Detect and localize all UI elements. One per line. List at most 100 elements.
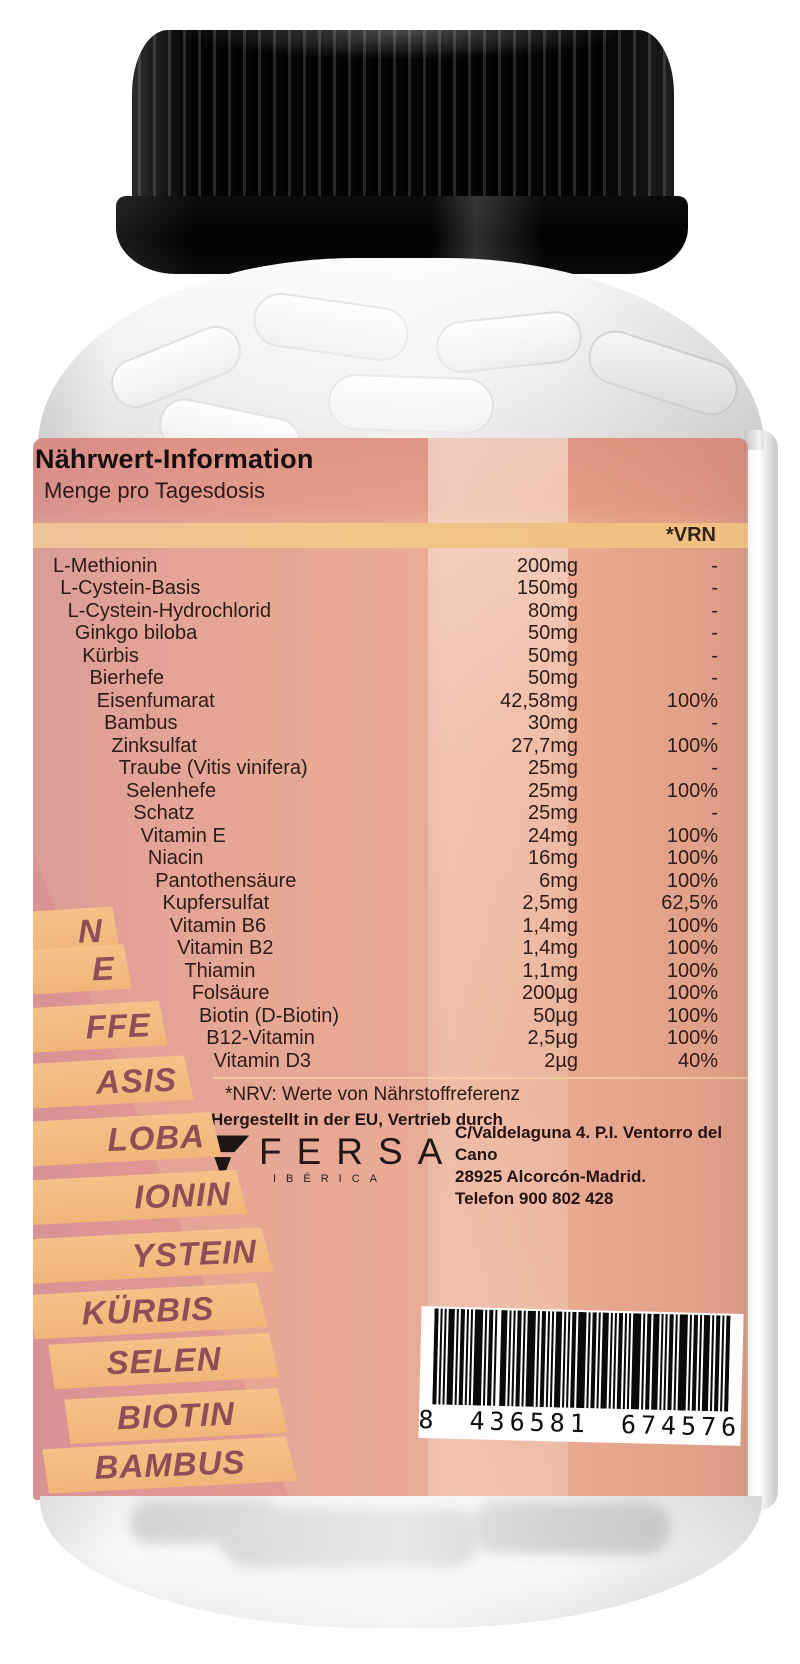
table-row: L-Cystein-Hydrochlorid 80mg - bbox=[33, 600, 718, 623]
nutrient-amount: 50mg bbox=[527, 644, 578, 667]
nutrient-amount: 2µg bbox=[544, 1049, 578, 1072]
table-row: Folsäure 200µg 100% bbox=[33, 982, 718, 1006]
barcode: 8 436581 674576 bbox=[418, 1306, 744, 1446]
nutrient-name: Biotin (D-Biotin) bbox=[199, 1004, 340, 1027]
nutrient-vrn: - bbox=[711, 712, 718, 735]
nutrient-name: Thiamin bbox=[184, 959, 256, 982]
table-row: Vitamin D3 2µg 40% bbox=[33, 1050, 718, 1073]
brand-subname: IBÉRICA bbox=[273, 1173, 388, 1185]
capsule bbox=[433, 308, 585, 376]
nutrient-name: Niacin bbox=[147, 847, 204, 870]
nutrient-name: Vitamin B6 bbox=[169, 914, 267, 937]
brand-logo: FERSA IBÉRICA bbox=[201, 1132, 457, 1185]
vrn-header: *VRN bbox=[665, 524, 716, 546]
capsule-shadow bbox=[220, 1508, 480, 1568]
nutrient-vrn: 100% bbox=[666, 847, 718, 870]
nutrient-name: L-Methionin bbox=[53, 554, 158, 577]
table-row: Schatz 25mg - bbox=[33, 802, 718, 826]
nutrient-amount: 6mg bbox=[539, 869, 578, 892]
nutrient-vrn: 100% bbox=[666, 779, 718, 802]
nutrient-name: Kupfersulfat bbox=[162, 892, 270, 915]
nutrient-name: Folsäure bbox=[191, 982, 270, 1005]
capsule bbox=[327, 373, 495, 435]
nutrient-vrn: - bbox=[711, 577, 718, 600]
nutrient-amount: 1,4mg bbox=[522, 914, 578, 937]
divider bbox=[213, 1077, 748, 1079]
table-row: Ginkgo biloba 50mg - bbox=[33, 622, 718, 646]
table-row: Vitamin B2 1,4mg 100% bbox=[33, 937, 718, 961]
capsule bbox=[103, 318, 249, 416]
nutrient-amount: 25mg bbox=[527, 779, 578, 802]
nutrient-vrn: 40% bbox=[677, 1049, 718, 1072]
nutrient-amount: 16mg bbox=[527, 847, 578, 870]
nutrient-name: Kürbis bbox=[82, 644, 139, 667]
nrv-note: *NRV: Werte von Nährstoffreferenz bbox=[225, 1084, 520, 1105]
table-row: Kürbis 50mg - bbox=[33, 645, 718, 668]
nutrient-name: Schatz bbox=[133, 802, 195, 825]
nutrient-amount: 150mg bbox=[516, 577, 578, 600]
nutrient-vrn: 100% bbox=[666, 959, 718, 982]
product-label: Nährwert-Information Menge pro Tagesdosi… bbox=[33, 438, 748, 1500]
nutrient-vrn: - bbox=[711, 554, 718, 577]
nutrient-amount: 30mg bbox=[527, 712, 578, 735]
label-subtitle: Menge pro Tagesdosis bbox=[44, 478, 265, 503]
bottle-cap bbox=[132, 30, 674, 208]
nutrient-vrn: - bbox=[711, 622, 718, 645]
ingredient-ribbon: LOBA bbox=[33, 1112, 222, 1169]
capsule-shadow bbox=[130, 1500, 280, 1544]
nutrient-name: Zinksulfat bbox=[111, 734, 197, 757]
address-line: Telefon 900 802 428 bbox=[455, 1189, 614, 1208]
address-line: C/Valdelaguna 4. P.I. Ventorro del Cano bbox=[455, 1123, 723, 1164]
nutrient-vrn: - bbox=[711, 802, 718, 825]
vrn-header-band: *VRN bbox=[33, 523, 748, 548]
capsule-shadow bbox=[470, 1502, 670, 1554]
ingredient-ribbon: ASIS bbox=[33, 1055, 194, 1111]
nutrient-vrn: 100% bbox=[666, 1004, 718, 1027]
table-row: Pantothensäure 6mg 100% bbox=[33, 870, 718, 893]
bottle-glass-edge bbox=[744, 430, 778, 1510]
address-line: 28925 Alcorcón-Madrid. bbox=[455, 1167, 647, 1186]
nutrient-amount: 2,5µg bbox=[527, 1027, 578, 1050]
table-row: Zinksulfat 27,7mg 100% bbox=[33, 735, 718, 758]
nutrient-name: Selenhefe bbox=[126, 779, 217, 802]
nutrient-name: Ginkgo biloba bbox=[74, 622, 198, 645]
nutrient-amount: 25mg bbox=[527, 802, 578, 825]
nutrient-vrn: 100% bbox=[666, 734, 718, 757]
table-row: Selenhefe 25mg 100% bbox=[33, 780, 718, 803]
nutrient-vrn: 62,5% bbox=[661, 892, 718, 915]
nutrient-amount: 42,58mg bbox=[500, 689, 578, 712]
table-row: Traube (Vitis vinifera) 25mg - bbox=[33, 757, 718, 781]
nutrient-vrn: 100% bbox=[666, 982, 718, 1005]
table-row: Thiamin 1,1mg 100% bbox=[33, 960, 718, 983]
nutrient-amount: 50µg bbox=[533, 1004, 578, 1027]
nutrient-vrn: 100% bbox=[666, 869, 718, 892]
nutrient-name: Bambus bbox=[104, 712, 178, 735]
table-row: Bierhefe 50mg - bbox=[33, 667, 719, 691]
nutrient-amount: 24mg bbox=[527, 824, 578, 847]
address-block: C/Valdelaguna 4. P.I. Ventorro del Cano 2… bbox=[455, 1122, 748, 1210]
nutrient-amount: 200µg bbox=[521, 982, 578, 1005]
nutrient-name: Traube (Vitis vinifera) bbox=[118, 757, 308, 780]
nutrient-amount: 200mg bbox=[516, 554, 578, 577]
nutrient-name: Vitamin B2 bbox=[177, 937, 274, 960]
nutrient-name: Eisenfumarat bbox=[96, 689, 215, 712]
nutrient-vrn: 100% bbox=[666, 914, 718, 937]
nutrient-vrn: 100% bbox=[666, 937, 718, 960]
nutrient-name: L-Cystein-Basis bbox=[60, 577, 201, 600]
capsule bbox=[250, 289, 412, 365]
nutrient-name: Pantothensäure bbox=[155, 869, 297, 892]
nutrient-amount: 1,4mg bbox=[522, 937, 578, 960]
table-row: Eisenfumarat 42,58mg 100% bbox=[33, 690, 718, 713]
table-row: B12-Vitamin 2,5µg 100% bbox=[33, 1027, 718, 1051]
table-row: Vitamin E 24mg 100% bbox=[33, 825, 718, 848]
nutrient-name: B12-Vitamin bbox=[206, 1027, 315, 1050]
capsule bbox=[581, 323, 745, 423]
nutrient-vrn: 100% bbox=[666, 689, 718, 712]
nutrient-amount: 1,1mg bbox=[522, 959, 578, 982]
table-row: Kupfersulfat 2,5mg 62,5% bbox=[33, 892, 719, 916]
bottle-bottom bbox=[40, 1496, 762, 1628]
nutrient-vrn: 100% bbox=[666, 824, 718, 847]
table-row: L-Cystein-Basis 150mg - bbox=[33, 577, 718, 601]
nutrient-vrn: 100% bbox=[666, 1027, 718, 1050]
